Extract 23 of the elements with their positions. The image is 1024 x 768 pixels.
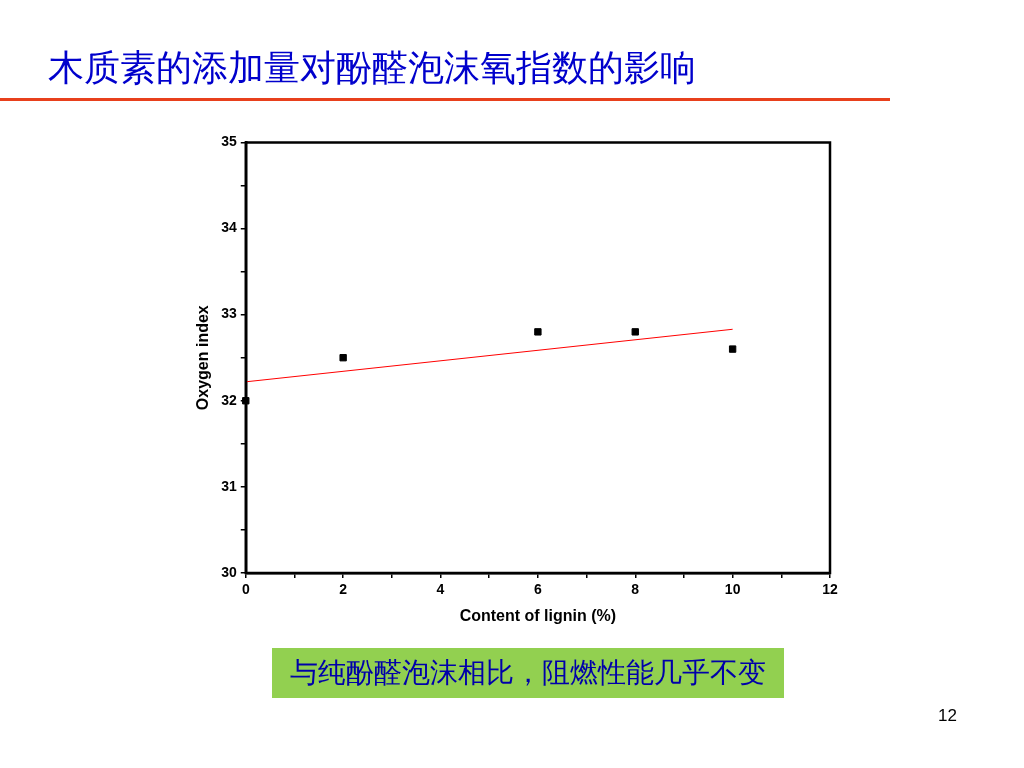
y-tick-label: 31 (221, 477, 237, 494)
y-tick-label: 33 (221, 305, 237, 322)
text: 12 (938, 706, 957, 726)
x-tick-label: 12 (822, 581, 838, 598)
y-tick-label: 32 (221, 391, 237, 408)
x-tick-label: 10 (724, 581, 741, 598)
y-tick-label: 35 (221, 133, 237, 150)
x-axis-title: Content of lignin (%) (459, 606, 617, 624)
chart-title: 木质素的添加量对酚醛泡沫氧指数的影响 (48, 46, 696, 90)
y-tick-label: 30 (221, 563, 237, 580)
x-tick-label: 6 (533, 581, 542, 598)
point (631, 328, 639, 336)
x-tick-label: 2 (339, 581, 348, 598)
x-tick-label: 0 (241, 581, 250, 598)
point (242, 397, 250, 405)
y-tick-label: 34 (221, 219, 237, 236)
y-axis-title: Oxygen index (194, 305, 212, 411)
x-tick-label: 4 (436, 581, 445, 598)
point (534, 328, 542, 336)
text: 与纯酚醛泡沫相比，阻燃性能几乎不变 (272, 648, 784, 698)
x-tick-label: 8 (631, 581, 640, 598)
point (728, 345, 737, 353)
point (339, 354, 347, 362)
